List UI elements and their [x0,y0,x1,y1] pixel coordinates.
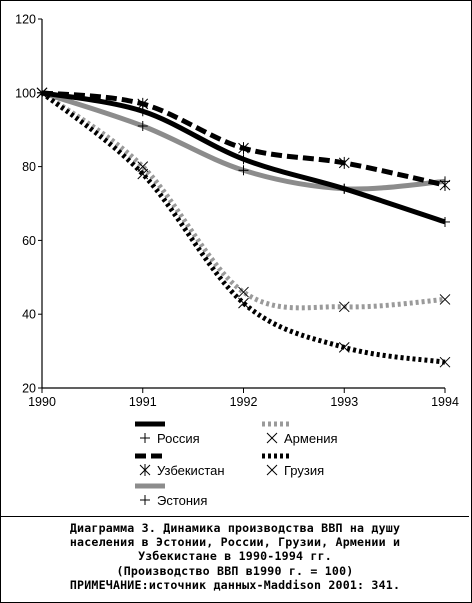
legend-entry: Узбекистан [135,453,225,478]
legend-entry: Россия [135,421,200,446]
data-point-marker [439,294,451,305]
data-point-marker [238,142,249,155]
legend-marker [140,433,150,443]
data-point-marker [338,301,350,313]
y-tick-label: 20 [22,382,36,396]
data-point-marker [238,165,249,176]
data-point-marker [338,156,350,169]
legend-entry: Эстония [135,483,207,508]
series-line-1 [40,90,446,311]
legend-label: Эстония [157,493,207,508]
y-tick-label: 100 [15,86,36,100]
series-markers [36,86,451,368]
x-tick-label: 1991 [129,395,157,409]
data-point-marker [36,87,48,99]
y-tick-label: 120 [15,13,36,27]
data-point-marker [137,161,149,172]
x-tick-label: 1992 [230,395,258,409]
legend-marker [139,464,151,476]
legend-entry: Грузия [262,453,324,478]
data-point-marker [238,154,249,165]
x-tick-label: 1994 [431,395,459,409]
caption-line-2: населения в Эстонии, России, Грузии, Арм… [69,535,401,550]
caption-line-4: (Производство ВВП в1990 г. = 100) [116,563,354,578]
data-point-marker [137,97,149,110]
x-tick-label: 1990 [28,395,56,409]
axis-ticks: 20 40 60 80 100 120 1990 1991 1992 1993 1994 [15,13,459,410]
y-tick-label: 40 [22,308,36,322]
data-point-marker [137,121,148,132]
legend-marker [266,432,278,444]
caption-line-5: ПРИМЕЧАНИЕ:источник данных-Maddison 2001… [69,577,401,592]
legend-marker [140,495,150,505]
x-tick-label: 1993 [330,395,358,409]
data-point-marker [238,297,249,309]
caption-line-1: Диаграмма 3. Динамика производства ВВП н… [69,521,401,535]
legend-entry: Армения [262,421,338,446]
legend-label: Россия [157,431,200,446]
data-point-marker [439,179,451,192]
legend-label: Армения [284,431,338,446]
data-point-marker [338,342,350,353]
legend-label: Грузия [284,463,324,478]
y-tick-label: 80 [22,160,36,174]
data-point-marker [238,286,249,298]
data-point-marker [440,216,450,227]
data-point-marker [339,183,350,194]
data-point-marker [439,356,451,368]
data-point-marker [137,168,149,180]
line-chart: 20 40 60 80 100 120 1990 1991 1992 1993 1994 Росси… [15,13,459,509]
series-lines [40,90,446,365]
legend-marker [266,464,278,476]
legend: Россия Армения Узбекистан Грузия Эстония [135,421,338,508]
legend-label: Узбекистан [157,463,225,478]
figure-caption: Диаграмма 3. Динамика производства ВВП н… [1,516,469,601]
caption-line-3: Узбекистане в 1990-1994 гг. [138,549,332,564]
y-tick-label: 60 [22,234,36,248]
